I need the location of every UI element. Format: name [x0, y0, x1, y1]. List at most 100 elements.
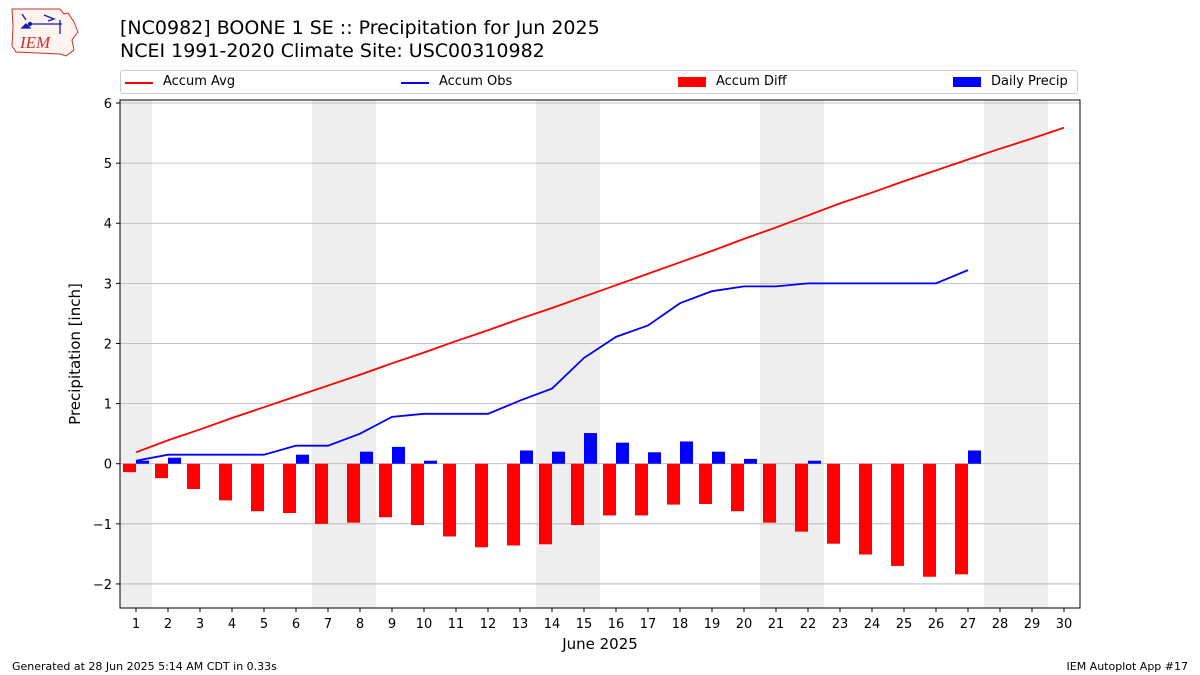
x-tick-label: 11	[448, 617, 465, 632]
x-tick-label: 24	[864, 617, 881, 632]
x-tick-label: 20	[736, 617, 753, 632]
accum-diff-bar	[955, 463, 968, 575]
x-tick-label: 2	[164, 617, 172, 632]
legend-swatch-accum-avg	[125, 82, 153, 84]
x-tick-label: 17	[640, 617, 657, 632]
chart-legend: Accum Avg Accum Obs Accum Diff Daily Pre…	[120, 70, 1078, 94]
chart-subtitle: NCEI 1991-2020 Climate Site: USC00310982	[120, 40, 545, 62]
x-tick-label: 18	[672, 617, 689, 632]
daily-precip-bar	[424, 460, 437, 464]
y-tick-label: 0	[104, 458, 112, 473]
legend-label-accum-avg: Accum Avg	[163, 74, 236, 89]
daily-precip-bar	[168, 457, 181, 464]
accum-diff-bar	[635, 463, 648, 516]
x-tick-label: 14	[544, 617, 561, 632]
daily-precip-bar	[744, 458, 757, 464]
footer-app-text: IEM Autoplot App #17	[1066, 660, 1189, 673]
y-tick-label: 5	[104, 157, 112, 172]
x-tick-label: 23	[832, 617, 849, 632]
x-tick-label: 26	[928, 617, 945, 632]
accum-diff-bar	[443, 463, 456, 537]
accum-avg-line	[135, 126, 1065, 454]
accum-diff-bar	[667, 463, 680, 505]
x-tick-label: 15	[576, 617, 593, 632]
x-tick-label: 13	[512, 617, 529, 632]
accum-diff-bar	[571, 463, 584, 526]
accum-diff-bar	[187, 463, 200, 489]
daily-precip-bar	[360, 451, 373, 464]
weekend-shade	[984, 100, 1048, 608]
daily-precip-bar	[808, 460, 821, 464]
daily-precip-bar	[616, 442, 629, 464]
x-tick-label: 16	[608, 617, 625, 632]
accum-diff-bar	[539, 463, 552, 545]
accum-diff-bar	[507, 463, 520, 546]
y-axis-label: Precipitation [inch]	[66, 283, 84, 425]
x-tick-label: 8	[356, 617, 364, 632]
daily-precip-bar	[584, 433, 597, 464]
accum-diff-bar	[283, 463, 296, 514]
legend-swatch-accum-diff	[678, 77, 706, 87]
accum-diff-bar	[603, 463, 616, 516]
accum-obs-line	[135, 269, 969, 462]
accum-diff-bar	[699, 463, 712, 504]
y-tick-label: 4	[104, 217, 112, 232]
x-tick-label: 5	[260, 617, 268, 632]
x-tick-label: 9	[388, 617, 396, 632]
x-tick-label: 7	[324, 617, 332, 632]
accum-diff-bar	[155, 463, 168, 479]
weekend-shade	[312, 100, 376, 608]
x-tick-label: 4	[228, 617, 236, 632]
accum-diff-bar	[251, 463, 264, 512]
x-axis-label: June 2025	[561, 635, 638, 653]
daily-precip-bar	[136, 460, 149, 464]
accum-diff-bar	[379, 463, 392, 518]
y-tick-label: 3	[104, 277, 112, 292]
x-tick-label: 25	[896, 617, 913, 632]
daily-precip-bar	[520, 450, 533, 464]
x-tick-label: 22	[800, 617, 817, 632]
y-tick-label: 2	[104, 337, 112, 352]
x-tick-label: 3	[196, 617, 204, 632]
accum-diff-bar	[219, 463, 232, 501]
x-tick-label: 12	[480, 617, 497, 632]
accum-diff-bar	[923, 463, 936, 577]
x-tick-label: 28	[992, 617, 1009, 632]
accum-diff-bar	[891, 463, 904, 566]
x-tick-label: 1	[132, 617, 140, 632]
accum-diff-bar	[123, 463, 136, 473]
weekend-shade	[760, 100, 824, 608]
legend-label-daily-precip: Daily Precip	[991, 74, 1068, 89]
y-tick-label: −1	[93, 518, 112, 533]
daily-precip-bar	[296, 454, 309, 464]
y-tick-label: 1	[104, 398, 112, 413]
accum-diff-bar	[475, 463, 488, 548]
accum-diff-bar	[763, 463, 776, 523]
x-tick-label: 10	[416, 617, 433, 632]
accum-diff-bar	[411, 463, 424, 526]
daily-precip-bar	[680, 441, 693, 464]
y-tick-label: 6	[104, 97, 112, 112]
logo-text: IEM	[19, 33, 51, 52]
x-tick-label: 19	[704, 617, 721, 632]
accum-diff-bar	[795, 463, 808, 532]
x-tick-label: 30	[1056, 617, 1073, 632]
x-tick-label: 27	[960, 617, 977, 632]
daily-precip-bar	[648, 452, 661, 464]
accum-diff-bar	[827, 463, 840, 544]
plot-frame	[119, 99, 1081, 609]
daily-precip-bar	[968, 450, 981, 464]
x-tick-label: 21	[768, 617, 785, 632]
daily-precip-bar	[392, 446, 405, 464]
chart-title: [NC0982] BOONE 1 SE :: Precipitation for…	[120, 17, 600, 39]
x-tick-label: 29	[1024, 617, 1041, 632]
accum-diff-bar	[347, 463, 360, 523]
legend-swatch-daily-precip	[953, 77, 981, 87]
accum-diff-bar	[731, 463, 744, 512]
accum-diff-bar	[315, 463, 328, 524]
daily-precip-bar	[552, 451, 565, 464]
weekend-shade	[120, 100, 152, 608]
legend-swatch-accum-obs	[401, 82, 429, 84]
x-tick-label: 6	[292, 617, 300, 632]
